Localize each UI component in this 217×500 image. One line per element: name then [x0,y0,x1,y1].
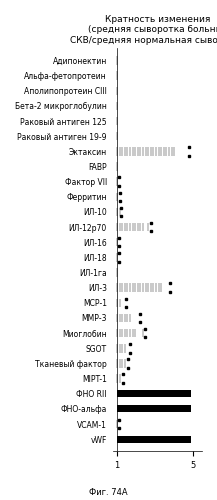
Title: Кратность изменения
(средняя сыворотка больных
СКВ/средняя нормальная сыворотка: Кратность изменения (средняя сыворотка б… [70,15,217,45]
Bar [117,406,191,412]
Bar [117,436,191,442]
Bar [117,390,191,397]
Text: Фиг. 74А: Фиг. 74А [89,488,128,497]
